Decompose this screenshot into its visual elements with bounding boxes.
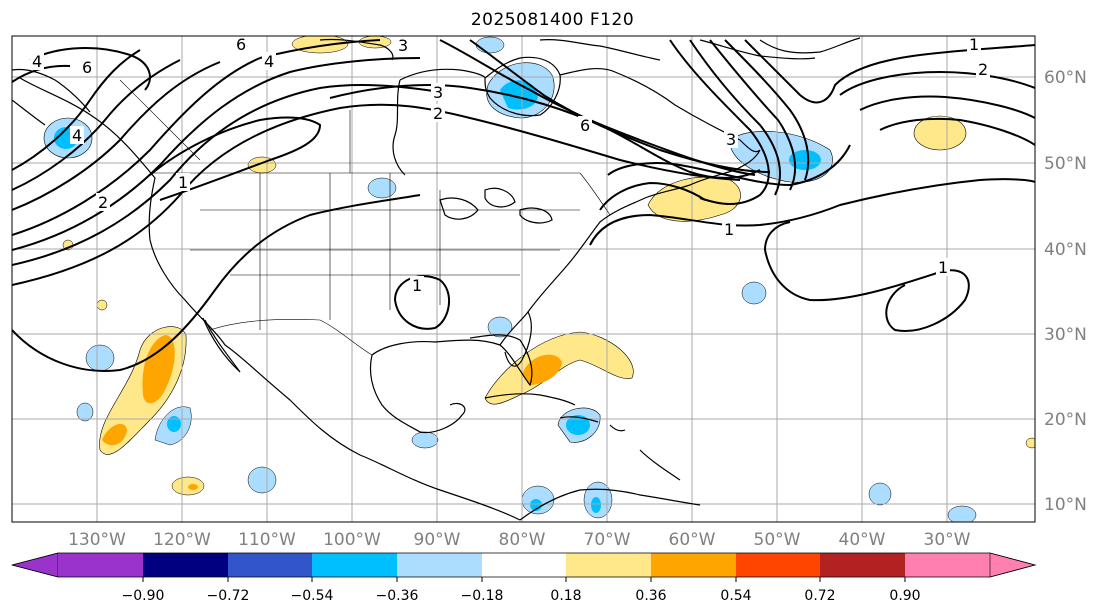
contour-label: 1	[412, 276, 422, 295]
coastlines	[12, 37, 861, 521]
contour-label: 3	[398, 36, 408, 55]
lat-label: 40°N	[1044, 240, 1087, 260]
colorbar-bin	[312, 553, 397, 577]
colorbar-tick-label: −0.18	[461, 588, 504, 604]
lon-label: 30°W	[924, 530, 971, 550]
colorbar-bin	[397, 553, 482, 577]
lon-label: 130°W	[68, 530, 126, 550]
shade-novascotia	[647, 176, 741, 222]
contour-lines	[12, 39, 1035, 372]
lon-label: 70°W	[584, 530, 631, 550]
colorbar-bin	[143, 553, 228, 577]
lat-label: 60°N	[1044, 68, 1087, 88]
colorbar-tick-label: 0.18	[550, 588, 581, 604]
colorbar-tick-label: −0.54	[291, 588, 334, 604]
contour-label: 2	[978, 60, 988, 79]
colorbar-extend-low	[10, 552, 59, 578]
colorbar-bin	[820, 553, 905, 577]
colorbar-tick-label: −0.90	[122, 588, 165, 604]
colorbar-tick-label: −0.72	[207, 588, 250, 604]
lon-label: 60°W	[669, 530, 716, 550]
lat-label: 30°N	[1044, 325, 1087, 345]
contour-label: 1	[938, 258, 948, 277]
colorbar-bin	[482, 553, 566, 577]
lon-label: 80°W	[499, 530, 546, 550]
colorbar-bin	[736, 553, 820, 577]
colorbar-bin	[58, 553, 143, 577]
longitude-labels: 130°W 120°W 110°W 100°W 90°W 80°W 70°W 6…	[68, 530, 971, 550]
lon-label: 100°W	[323, 530, 381, 550]
latitude-labels: 60°N 50°N 40°N 30°N 20°N 10°N	[1044, 68, 1087, 515]
contour-label: 4	[72, 126, 82, 145]
lat-label: 10°N	[1044, 495, 1087, 515]
contour-label: 1	[969, 35, 979, 54]
contour-label: 2	[98, 193, 108, 212]
contour-label: 6	[82, 58, 92, 77]
lon-label: 120°W	[153, 530, 211, 550]
contour-label: 2	[433, 104, 443, 123]
lon-label: 40°W	[839, 530, 886, 550]
contour-label: 3	[433, 83, 443, 102]
map-title: 2025081400 F120	[470, 10, 635, 30]
colorbar-bin	[651, 553, 736, 577]
colorbar-tick-label: 0.54	[720, 588, 751, 604]
colorbar-tick-label: 0.72	[804, 588, 835, 604]
colorbar-extend-high	[989, 552, 1037, 578]
lat-label: 50°N	[1044, 154, 1087, 174]
contour-label: 3	[726, 130, 736, 149]
contour-label: 6	[236, 35, 246, 54]
lat-label: 20°N	[1044, 410, 1087, 430]
contour-label: 1	[724, 220, 734, 239]
gridlines	[12, 36, 1035, 522]
lon-label: 110°W	[238, 530, 296, 550]
colorbar-bin	[228, 553, 312, 577]
colorbar: −0.90 −0.72 −0.54 −0.36 −0.18 0.18 0.36 …	[10, 552, 1037, 604]
lon-label: 90°W	[414, 530, 461, 550]
contour-label: 6	[580, 116, 590, 135]
contour-label: 4	[264, 52, 274, 71]
contour-label: 4	[32, 52, 42, 71]
colorbar-bin	[905, 553, 990, 577]
contour-label: 1	[178, 173, 188, 192]
map-frame	[11, 35, 1036, 523]
contour-labels: 4 6 6 4 3 3 2 1 2 1 1 1 1 2	[30, 35, 990, 295]
colorbar-tick-label: 0.36	[635, 588, 666, 604]
lon-label: 50°W	[754, 530, 801, 550]
colorbar-tick-label: −0.36	[376, 588, 419, 604]
colorbar-bin	[566, 553, 651, 577]
colorbar-tick-label: 0.90	[889, 588, 920, 604]
